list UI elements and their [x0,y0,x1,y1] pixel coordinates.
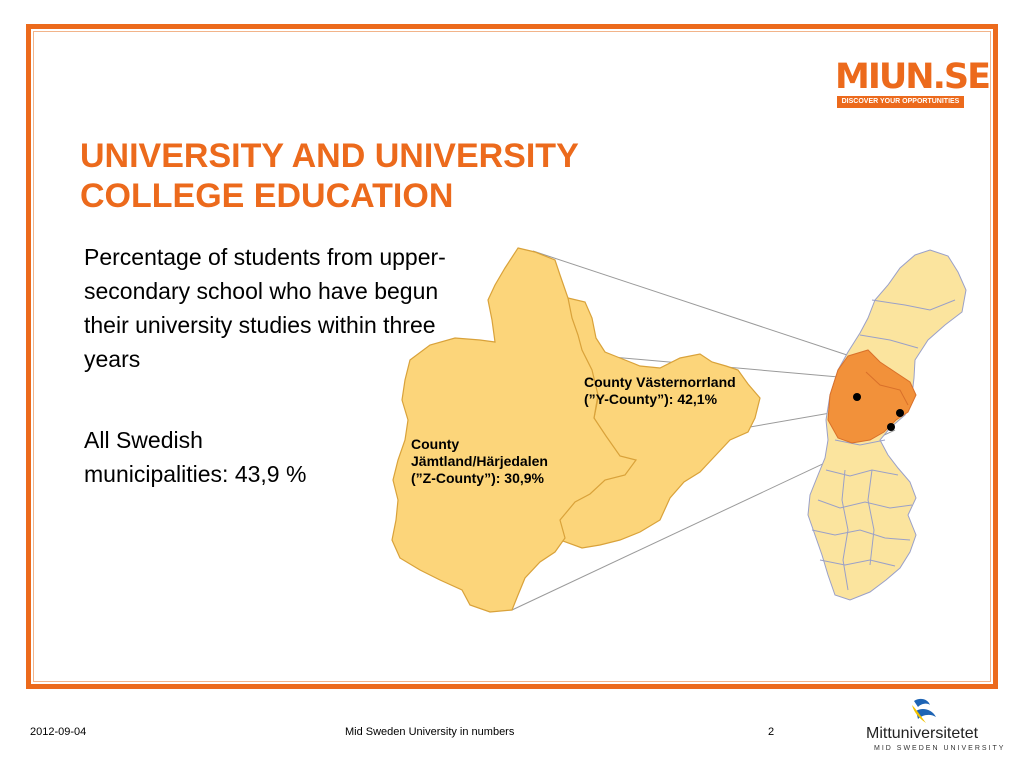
callout-line: County [411,436,460,452]
logo-tagline: DISCOVER YOUR OPPORTUNITIES [837,96,964,108]
stat-line-1: All Swedish [84,427,203,453]
callout-jamtland: County Jämtland/Härjedalen (”Z-County”):… [411,436,591,487]
intro-text: Percentage of students from upper-second… [84,244,446,372]
footer-title: Mid Sweden University in numbers [345,726,515,738]
callout-line: (”Y-County”): 42,1% [584,391,718,407]
county-jamtland-shape [391,247,638,613]
callout-line: County Västernorrland [584,374,736,390]
connector-line [532,250,851,357]
title-line-2: COLLEGE EDUCATION [80,177,454,215]
city-marker [887,423,895,431]
highlight-inner-border [865,371,909,406]
sweden-map [807,249,967,601]
callout-vasternorrland: County Västernorrland (”Y-County”): 42,1… [584,374,774,408]
logo-word: MIUN.SE [835,57,991,97]
stat-line-2: municipalities: 43,9 % [84,461,307,487]
callout-line: Jämtland/Härjedalen [411,453,548,469]
title-line-1: UNIVERSITY AND UNIVERSITY [80,137,579,175]
university-logo: Mittuniversitetet MID SWEDEN UNIVERSITY [866,697,1003,759]
city-marker [896,409,904,417]
university-emblem-icon [912,698,936,723]
page-number: 2 [768,726,775,738]
city-marker [853,393,861,401]
slide-title: UNIVERSITY AND UNIVERSITY COLLEGE EDUCAT… [80,136,680,216]
sweden-county-borders [811,299,956,591]
callout-line: (”Z-County”): 30,9% [411,470,544,486]
university-name: Mittuniversitetet [866,725,979,742]
footer-date: 2012-09-04 [30,726,87,738]
national-stat: All Swedish municipalities: 43,9 % [84,423,424,491]
miun-logo: MIUN.SE DISCOVER YOUR OPPORTUNITIES [835,57,991,110]
university-subtitle: MID SWEDEN UNIVERSITY [874,745,1006,752]
